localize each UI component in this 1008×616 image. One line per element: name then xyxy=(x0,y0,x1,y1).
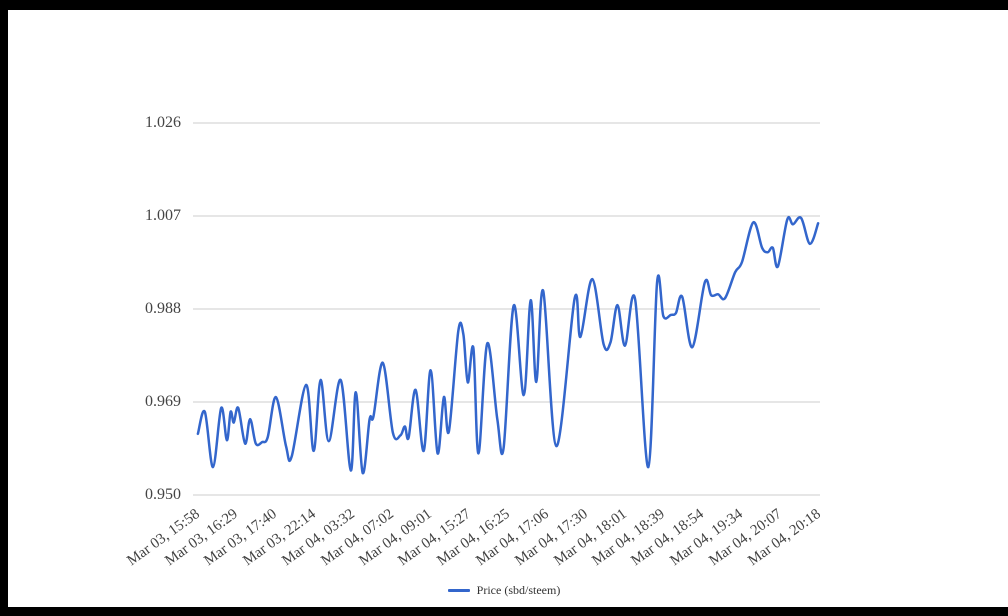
chart-legend: Price (sbd/steem) xyxy=(0,581,1008,599)
price-line-path xyxy=(196,216,820,475)
legend-line-swatch xyxy=(447,588,470,592)
window-border-bottom xyxy=(0,607,1008,616)
y-tick-label: 0.950 xyxy=(145,486,181,503)
legend-series-label: Price (sbd/steem) xyxy=(476,582,561,597)
y-tick-label: 0.988 xyxy=(145,300,181,317)
y-tick-label: 1.007 xyxy=(145,207,181,224)
window-border-left xyxy=(0,0,8,616)
window-border-top xyxy=(0,0,1008,10)
y-tick-label: 1.026 xyxy=(145,114,181,131)
y-tick-label: 0.969 xyxy=(145,393,181,410)
